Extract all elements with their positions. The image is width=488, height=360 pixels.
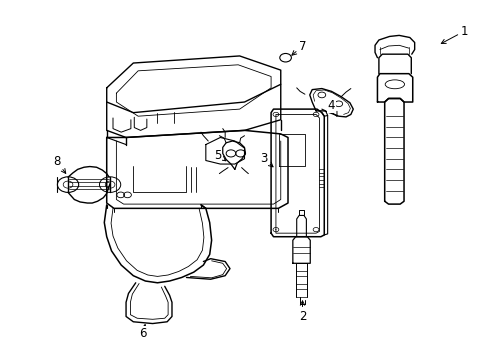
Text: 2: 2 [298,301,305,323]
Text: 7: 7 [291,40,305,55]
Text: 1: 1 [440,24,467,44]
Text: 8: 8 [53,155,65,174]
Text: 6: 6 [139,325,146,339]
Text: 5: 5 [214,149,225,162]
Text: 4: 4 [327,99,336,116]
Text: 3: 3 [260,152,272,167]
